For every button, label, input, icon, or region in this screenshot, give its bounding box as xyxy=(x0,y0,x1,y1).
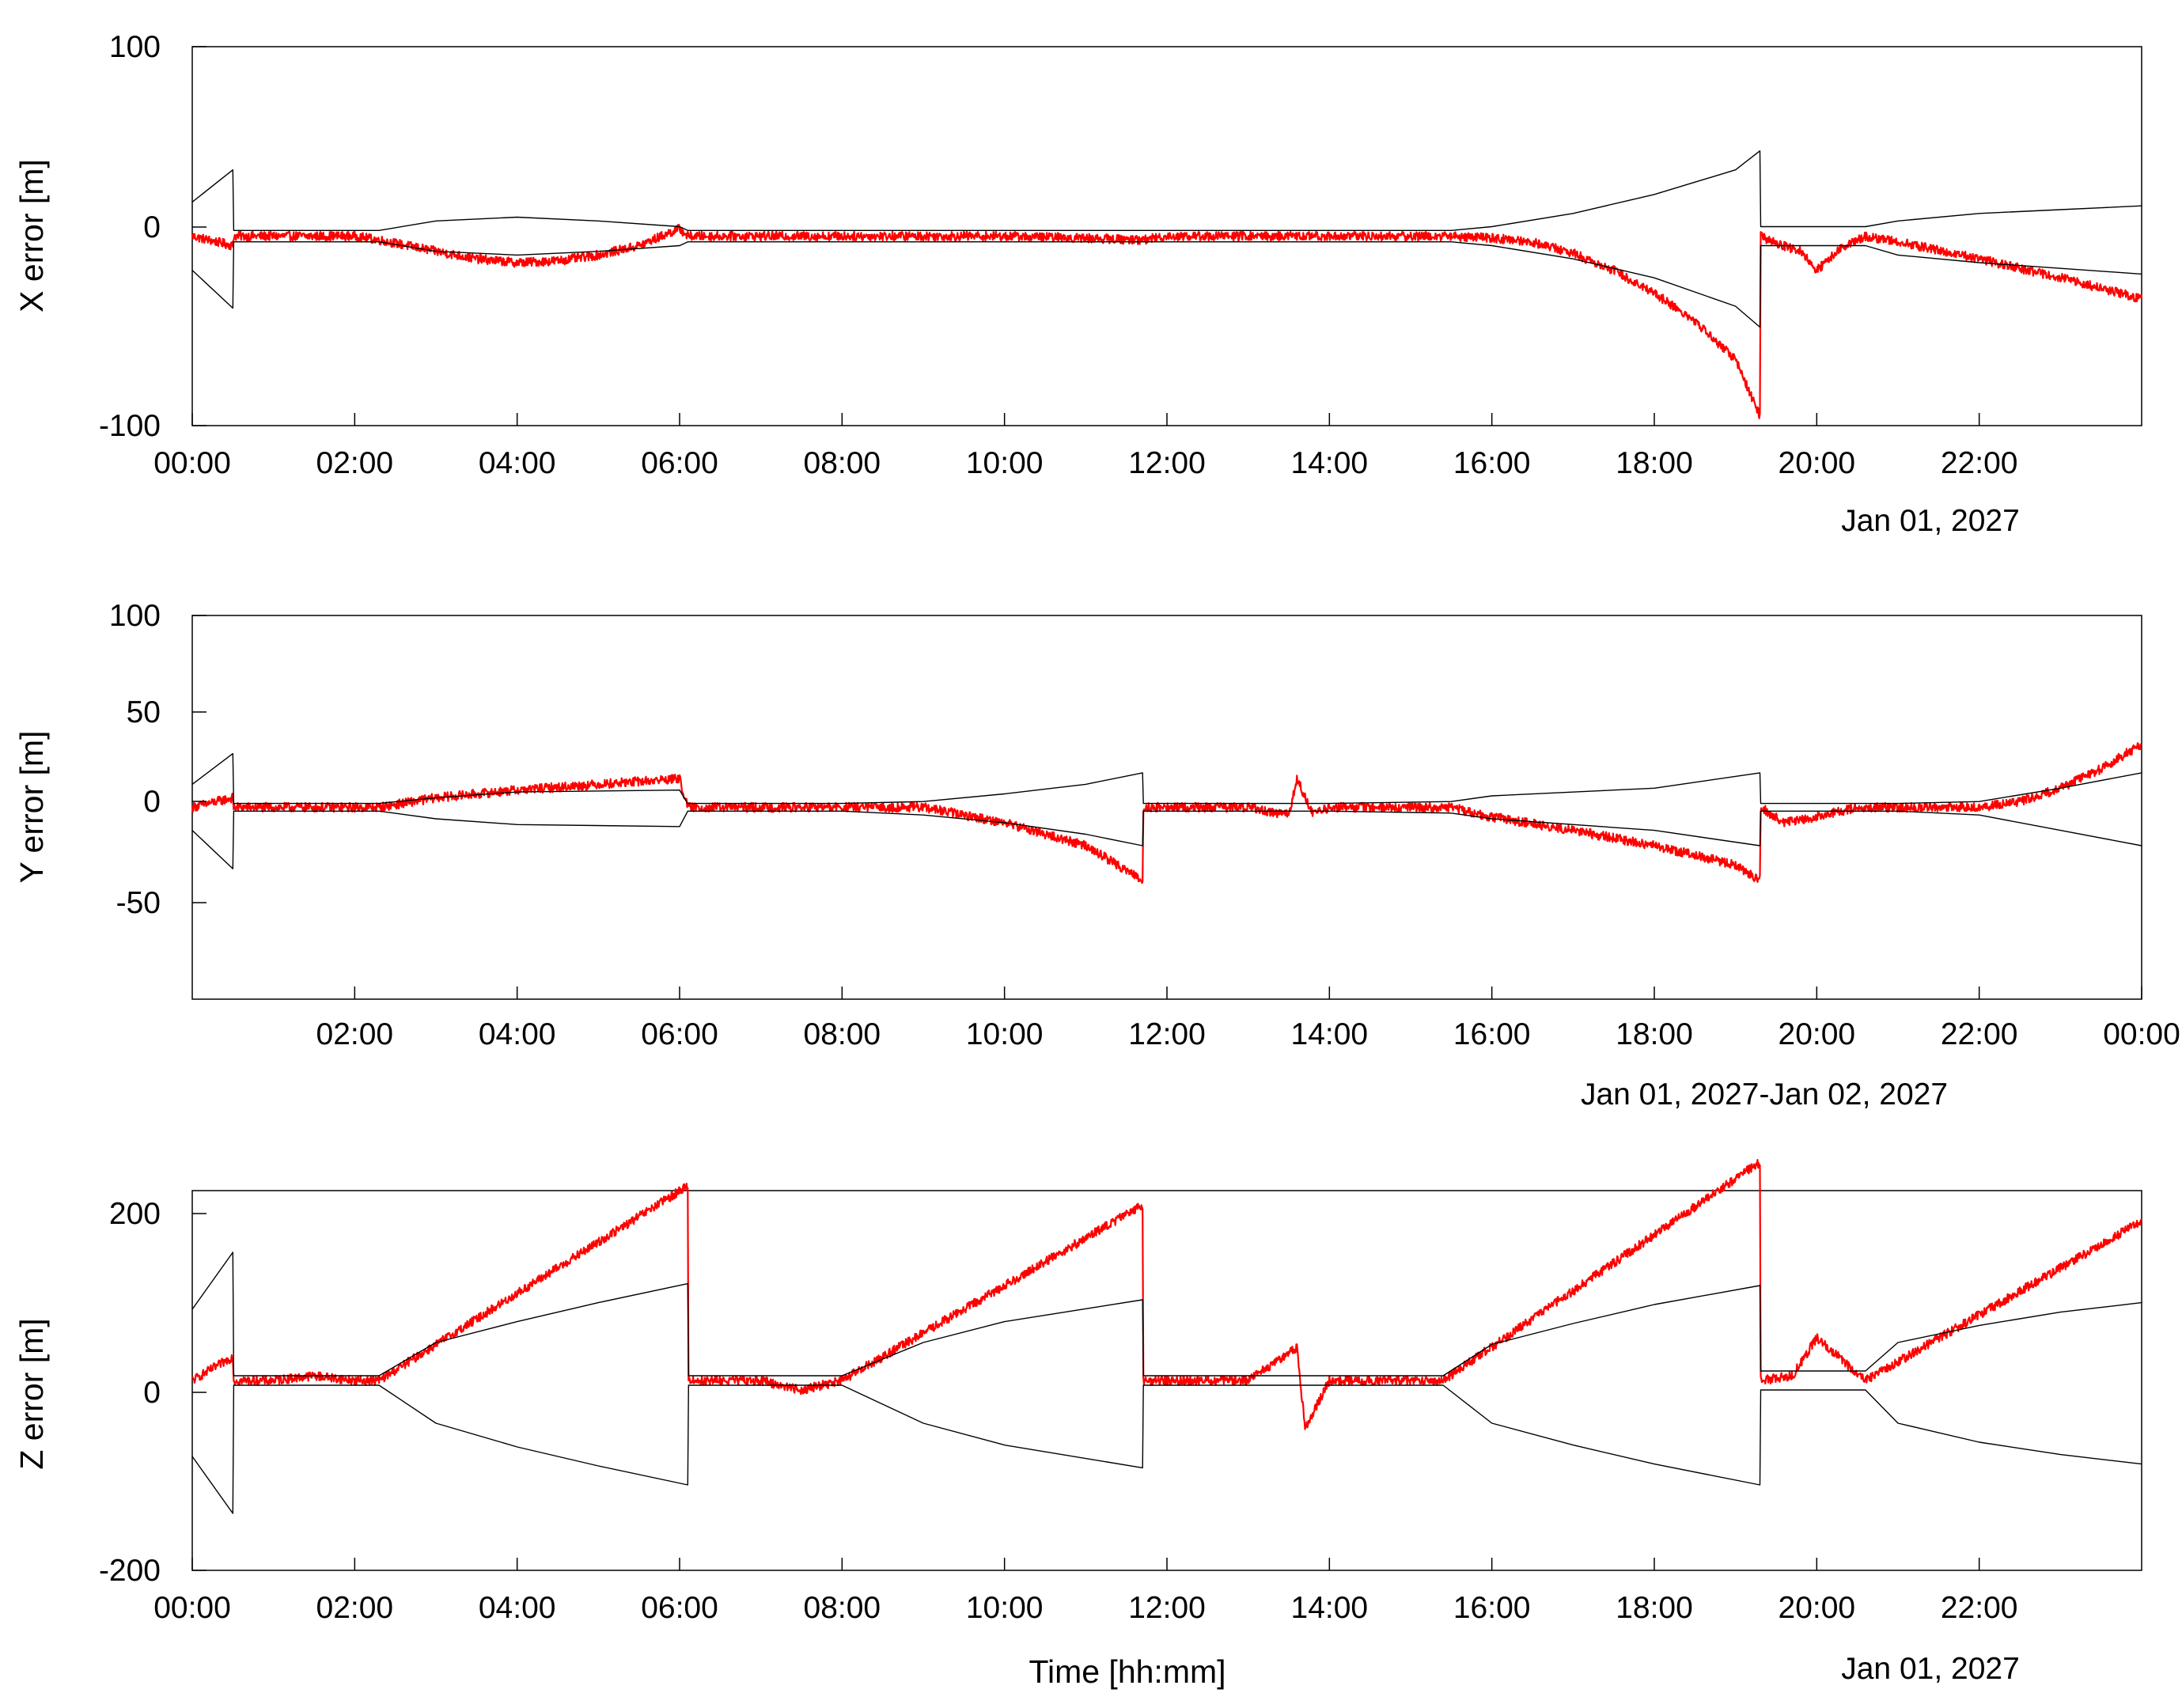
x-tick-label: 20:00 xyxy=(1779,1591,1856,1625)
y-tick-label: 50 xyxy=(127,695,161,729)
x-tick-label: 14:00 xyxy=(1291,1591,1369,1625)
x-tick-label: 00:00 xyxy=(2103,1017,2180,1051)
x-tick-label: 08:00 xyxy=(804,1591,881,1625)
x-tick-label: 06:00 xyxy=(641,1591,718,1625)
y-tick-label: 0 xyxy=(143,785,161,819)
y-tick-label: 100 xyxy=(109,599,161,633)
y-error-date-label: Jan 01, 2027-Jan 02, 2027 xyxy=(1581,1077,1948,1112)
series-lower-bound xyxy=(191,241,2142,328)
x-tick-label: 18:00 xyxy=(1616,446,1693,480)
x-tick-label: 08:00 xyxy=(804,1017,881,1051)
y-error-ylabel: Y error [m] xyxy=(13,731,50,884)
series-upper-bound xyxy=(191,1252,2142,1377)
x-tick-label: 10:00 xyxy=(966,1591,1044,1625)
x-tick-label: 06:00 xyxy=(641,446,718,480)
series-upper-bound xyxy=(191,752,2142,805)
x-tick-label: 04:00 xyxy=(479,446,556,480)
y-tick-label: 0 xyxy=(143,1376,161,1410)
y-tick-label: 100 xyxy=(109,30,161,64)
y-tick-label: -50 xyxy=(116,886,161,920)
x-tick-label: 16:00 xyxy=(1453,446,1531,480)
x-tick-label: 02:00 xyxy=(316,1017,394,1051)
y-error-panel: Y error [m] Jan 01, 2027-Jan 02, 2027 10… xyxy=(13,599,2180,1112)
z-error-date-label: Jan 01, 2027 xyxy=(1841,1652,2020,1686)
y-tick-label: -200 xyxy=(99,1554,161,1588)
z-error-ylabel: Z error [m] xyxy=(13,1318,50,1469)
series-error xyxy=(191,224,2143,419)
x-error-date-label: Jan 01, 2027 xyxy=(1841,504,2020,538)
x-tick-label: 18:00 xyxy=(1616,1017,1693,1051)
x-tick-label: 14:00 xyxy=(1291,1017,1369,1051)
x-tick-label: 02:00 xyxy=(316,446,394,480)
series-lower-bound xyxy=(191,810,2142,869)
y-tick-label: 0 xyxy=(143,210,161,244)
x-tick-label: 00:00 xyxy=(153,1591,231,1625)
x-tick-label: 04:00 xyxy=(479,1591,556,1625)
y-tick-label: 200 xyxy=(109,1197,161,1231)
x-tick-label: 10:00 xyxy=(966,446,1044,480)
x-tick-label: 04:00 xyxy=(479,1017,556,1051)
x-tick-label: 16:00 xyxy=(1453,1017,1531,1051)
series-lower-bound xyxy=(191,1384,2142,1514)
z-error-panel: Z error [m] Time [hh:mm] Jan 01, 2027 20… xyxy=(13,1158,2143,1690)
z-error-xlabel: Time [hh:mm] xyxy=(1028,1653,1225,1690)
x-tick-label: 06:00 xyxy=(641,1017,718,1051)
x-error-panel: X error [m] Jan 01, 2027 100 0 -100 00:00 0… xyxy=(13,30,2143,538)
x-tick-label: 10:00 xyxy=(966,1017,1044,1051)
x-tick-label: 14:00 xyxy=(1291,446,1369,480)
x-tick-label: 08:00 xyxy=(804,446,881,480)
x-tick-label: 16:00 xyxy=(1453,1591,1531,1625)
x-tick-label: 20:00 xyxy=(1779,446,1856,480)
y-tick-label: -100 xyxy=(99,409,161,443)
x-tick-label: 22:00 xyxy=(1941,1591,2018,1625)
series-upper-bound xyxy=(191,150,2142,231)
x-tick-label: 22:00 xyxy=(1941,1017,2018,1051)
x-error-ylabel: X error [m] xyxy=(13,159,50,312)
x-tick-label: 00:00 xyxy=(153,446,231,480)
x-tick-label: 12:00 xyxy=(1128,446,1206,480)
x-tick-label: 02:00 xyxy=(316,1591,394,1625)
x-tick-label: 20:00 xyxy=(1779,1017,1856,1051)
x-tick-label: 22:00 xyxy=(1941,446,2018,480)
x-tick-label: 12:00 xyxy=(1128,1591,1206,1625)
x-tick-label: 18:00 xyxy=(1616,1591,1693,1625)
x-tick-label: 12:00 xyxy=(1128,1017,1206,1051)
